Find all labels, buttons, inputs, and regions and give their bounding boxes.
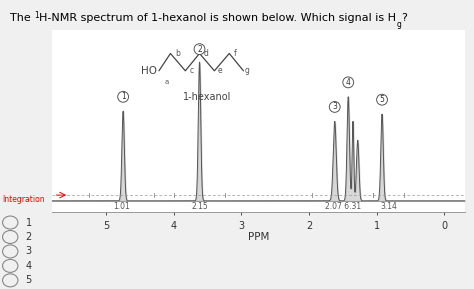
Text: 5: 5 (26, 275, 32, 285)
Text: 1.01: 1.01 (113, 202, 129, 211)
Text: 1: 1 (121, 92, 126, 101)
Text: HO: HO (141, 66, 157, 76)
Text: 2.15: 2.15 (191, 202, 208, 211)
Text: e: e (218, 66, 222, 75)
Text: d: d (204, 49, 209, 58)
Text: 5: 5 (380, 95, 384, 104)
Text: ?: ? (401, 13, 407, 23)
Text: f: f (233, 49, 236, 58)
Text: 1: 1 (26, 218, 32, 227)
Text: Integration: Integration (2, 195, 45, 204)
Text: 3: 3 (26, 247, 32, 256)
Text: b: b (175, 49, 180, 58)
Text: 2.07 6.31: 2.07 6.31 (325, 202, 361, 211)
Text: 4: 4 (346, 78, 351, 87)
Text: 3: 3 (332, 102, 337, 112)
Text: 3.14: 3.14 (380, 202, 397, 211)
X-axis label: PPM: PPM (247, 232, 269, 242)
Text: g: g (396, 20, 401, 29)
Text: The: The (10, 13, 35, 23)
Text: H-NMR spectrum of 1-hexanol is shown below. Which signal is H: H-NMR spectrum of 1-hexanol is shown bel… (39, 13, 396, 23)
Text: 4: 4 (26, 261, 32, 271)
Text: a: a (165, 79, 169, 85)
Text: g: g (245, 66, 249, 75)
Text: 1-hexanol: 1-hexanol (183, 92, 232, 103)
Text: 2: 2 (26, 232, 32, 242)
Text: 1: 1 (34, 11, 39, 20)
Text: 2: 2 (197, 45, 202, 54)
Text: c: c (190, 66, 194, 75)
